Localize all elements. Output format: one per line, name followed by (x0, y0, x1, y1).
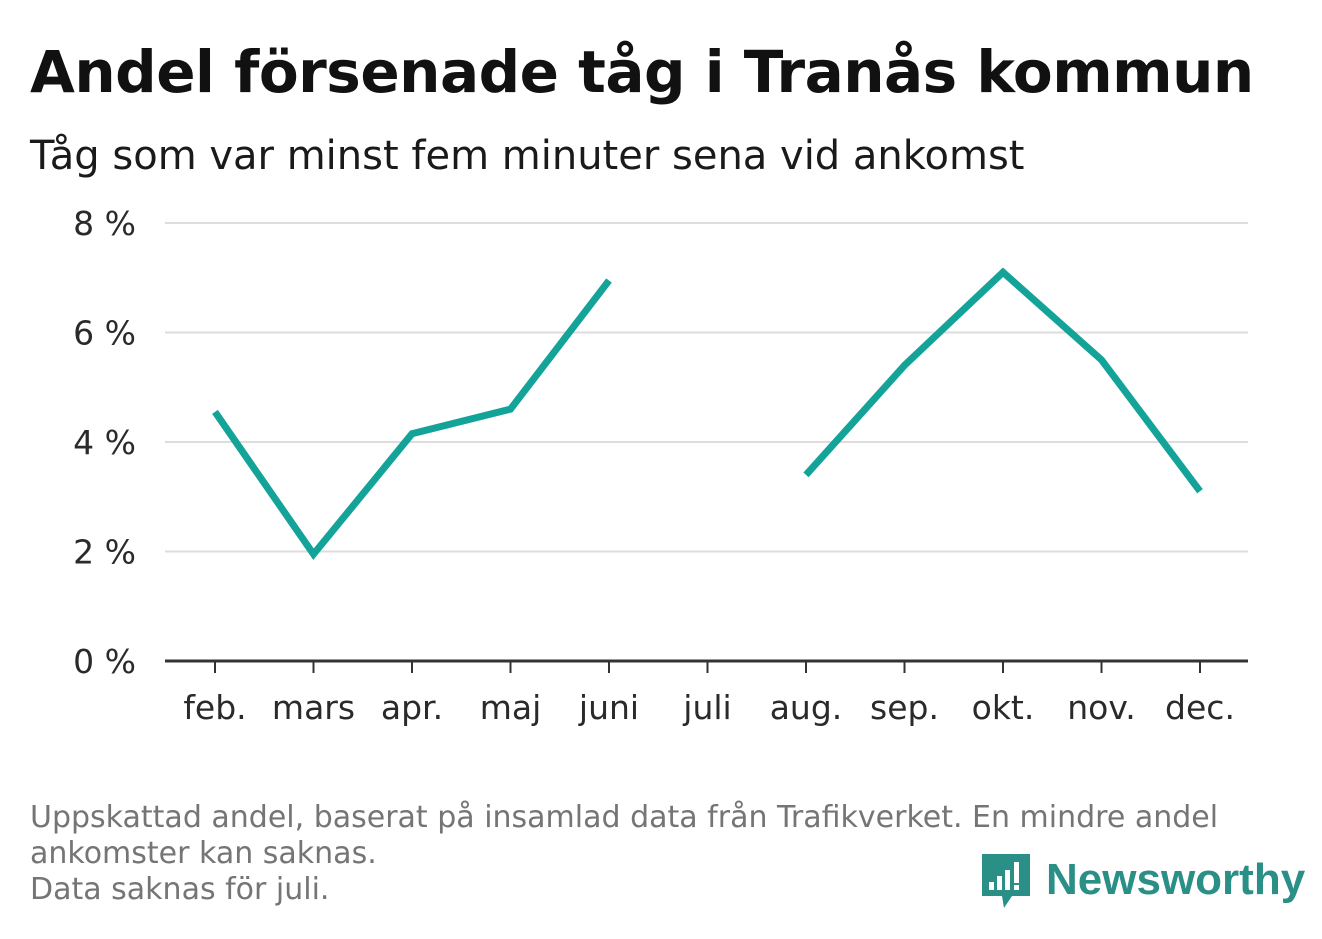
y-axis-ticks: 0 % 2 % 4 % 6 % 8 % (73, 204, 136, 681)
x-tick-label: sep. (870, 688, 939, 727)
x-tick-label: aug. (770, 688, 843, 727)
chart-footnote: Uppskattad andel, baserat på insamlad da… (30, 800, 1218, 908)
chart-subtitle: Tåg som var minst fem minuter sena vid a… (30, 133, 1025, 179)
series-line-segment (212, 278, 612, 561)
brand-name: Newsworthy (1046, 855, 1306, 904)
x-tick-label: juli (682, 688, 731, 727)
x-tick-label: maj (480, 688, 542, 727)
x-tick-label: dec. (1165, 688, 1235, 727)
y-tick-label: 8 % (73, 204, 136, 243)
x-tick-label: mars (272, 688, 355, 727)
footnote-line-3: Data saknas för juli. (30, 872, 330, 907)
x-tick-label: nov. (1067, 688, 1136, 727)
x-tick-label: okt. (972, 688, 1035, 727)
line-chart: 0 % 2 % 4 % 6 % 8 % feb. mars apr. maj juni juli a… (73, 204, 1248, 727)
y-tick-label: 6 % (73, 314, 136, 353)
y-tick-label: 0 % (73, 642, 136, 681)
y-tick-label: 2 % (73, 533, 136, 572)
newsworthy-logo: Newsworthy (980, 850, 1305, 910)
bar-chart-speech-bubble-icon (982, 854, 1030, 908)
grid-lines (165, 222, 1248, 553)
x-tick-label: feb. (183, 688, 246, 727)
footnote-line-2: ankomster kan saknas. (30, 836, 377, 871)
chart-title: Andel försenade tåg i Tranås kommun (30, 38, 1254, 106)
x-tick-label: juni (578, 688, 639, 727)
series-lines (212, 267, 1203, 561)
series-line-segment (803, 267, 1203, 494)
y-tick-label: 4 % (73, 423, 136, 462)
footnote-line-1: Uppskattad andel, baserat på insamlad da… (30, 800, 1219, 835)
x-tick-label: apr. (381, 688, 443, 727)
x-axis-ticks: feb. mars apr. maj juni juli aug. sep. okt. nov. d… (183, 661, 1235, 727)
